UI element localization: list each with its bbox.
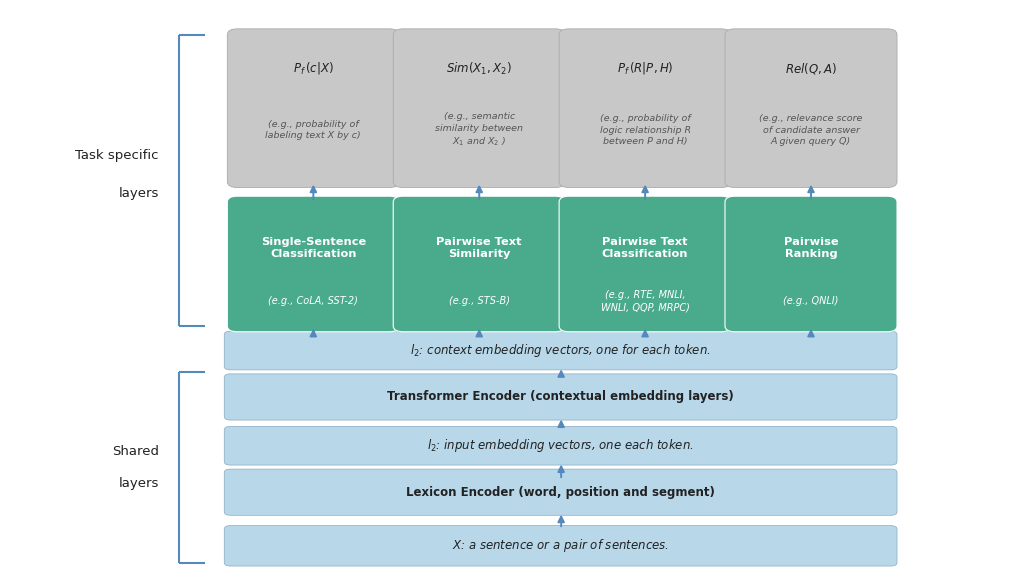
Text: layers: layers bbox=[119, 187, 159, 200]
FancyBboxPatch shape bbox=[393, 196, 565, 332]
Text: (e.g., relevance score
of candidate answer
A given query Q): (e.g., relevance score of candidate answ… bbox=[760, 114, 862, 146]
Text: $l_2$: input embedding vectors, one each token.: $l_2$: input embedding vectors, one each… bbox=[427, 437, 694, 454]
FancyBboxPatch shape bbox=[224, 426, 897, 465]
FancyBboxPatch shape bbox=[224, 331, 897, 370]
Text: (e.g., CoLA, SST-2): (e.g., CoLA, SST-2) bbox=[268, 296, 358, 306]
Text: Pairwise Text
Similarity: Pairwise Text Similarity bbox=[436, 237, 522, 259]
Text: Lexicon Encoder (word, position and segment): Lexicon Encoder (word, position and segm… bbox=[407, 486, 715, 499]
FancyBboxPatch shape bbox=[224, 374, 897, 420]
Text: (e.g., STS-B): (e.g., STS-B) bbox=[449, 296, 510, 306]
FancyBboxPatch shape bbox=[559, 29, 731, 188]
Text: (e.g., semantic
similarity between
$X_1$ and $X_2$ ): (e.g., semantic similarity between $X_1$… bbox=[435, 112, 523, 148]
Text: $Rel(Q,A)$: $Rel(Q,A)$ bbox=[785, 61, 837, 76]
Text: (e.g., RTE, MNLI,
WNLI, QQP, MRPC): (e.g., RTE, MNLI, WNLI, QQP, MRPC) bbox=[601, 290, 689, 312]
FancyBboxPatch shape bbox=[559, 196, 731, 332]
FancyBboxPatch shape bbox=[227, 196, 399, 332]
Text: $l_2$: context embedding vectors, one for each token.: $l_2$: context embedding vectors, one fo… bbox=[411, 342, 711, 359]
Text: Task specific: Task specific bbox=[75, 149, 159, 162]
Text: Pairwise Text
Classification: Pairwise Text Classification bbox=[602, 237, 688, 259]
FancyBboxPatch shape bbox=[227, 29, 399, 188]
FancyBboxPatch shape bbox=[725, 196, 897, 332]
FancyBboxPatch shape bbox=[224, 469, 897, 515]
Text: Transformer Encoder (contextual embedding layers): Transformer Encoder (contextual embeddin… bbox=[387, 391, 734, 403]
Text: $Sim(X_1,X_2)$: $Sim(X_1,X_2)$ bbox=[446, 61, 512, 77]
Text: $P_f\,(c|X)$: $P_f\,(c|X)$ bbox=[293, 61, 334, 77]
Text: layers: layers bbox=[119, 477, 159, 490]
Text: (e.g., probability of
logic relationship R
between P and H): (e.g., probability of logic relationship… bbox=[600, 114, 690, 146]
Text: Shared: Shared bbox=[112, 445, 159, 458]
FancyBboxPatch shape bbox=[224, 526, 897, 566]
Text: (e.g., QNLI): (e.g., QNLI) bbox=[783, 296, 839, 306]
Text: $P_f\,(R|P,H)$: $P_f\,(R|P,H)$ bbox=[616, 61, 674, 77]
Text: Pairwise
Ranking: Pairwise Ranking bbox=[783, 237, 839, 259]
Text: (e.g., probability of
labeling text X by c): (e.g., probability of labeling text X by… bbox=[265, 120, 361, 140]
FancyBboxPatch shape bbox=[725, 29, 897, 188]
Text: Single-Sentence
Classification: Single-Sentence Classification bbox=[261, 237, 366, 259]
Text: $X$: a sentence or a pair of sentences.: $X$: a sentence or a pair of sentences. bbox=[453, 537, 669, 554]
FancyBboxPatch shape bbox=[393, 29, 565, 188]
